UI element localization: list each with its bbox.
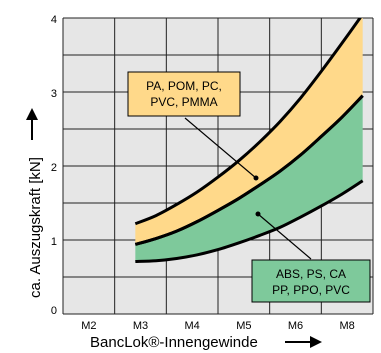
annotation-box-1 <box>251 259 371 303</box>
series-areas <box>135 18 363 262</box>
x-tick-label: M8 <box>340 320 355 332</box>
series-area-1 <box>135 95 363 262</box>
series-curves <box>134 18 364 263</box>
series-annotations: PA, POM, PC, PVC, PMMA ABS, PS, CA PP, PPO,… <box>127 71 371 303</box>
x-axis-arrowhead-icon <box>310 336 322 348</box>
y-axis-label: ca. Auszugskraft [kN] <box>27 157 44 298</box>
y-tick-label: 1 <box>51 236 57 248</box>
x-tick-label: M4 <box>185 320 200 332</box>
y-tick-labels: 0 1 2 3 4 <box>51 14 57 317</box>
x-tick-label: M3 <box>133 320 148 332</box>
x-tick-labels: M2 M3 M4 M5 M6 M8 <box>81 320 355 332</box>
annotation-leader-1 <box>257 213 312 260</box>
x-axis-label: BancLok®-Innengewinde <box>90 334 258 351</box>
annotation-box-0 <box>127 71 241 117</box>
x-tick-label: M6 <box>288 320 303 332</box>
y-axis-arrowhead-icon <box>26 108 38 120</box>
annotation-dot-1 <box>255 211 261 217</box>
x-tick-label: M2 <box>81 320 96 332</box>
y-tick-label: 2 <box>51 162 57 174</box>
annotation-label-0: PA, POM, PC, <box>146 79 222 93</box>
annotation-label-1: PP, PPO, PVC <box>272 283 350 297</box>
annotation-leader-0 <box>184 117 257 179</box>
series-area-0 <box>135 18 363 245</box>
annotation-label-1: ABS, PS, CA <box>276 267 346 281</box>
series-upper-curve-0 <box>134 18 362 226</box>
x-tick-label: M5 <box>236 320 251 332</box>
y-tick-label: 3 <box>51 88 57 100</box>
annotation-dot-0 <box>253 175 259 181</box>
series-upper-curve-1 <box>134 94 364 246</box>
y-tick-label: 0 <box>51 305 57 317</box>
annotation-label-0: PVC, PMMA <box>150 95 217 109</box>
y-tick-label: 4 <box>51 14 57 26</box>
series-lower-curve-1 <box>135 179 364 263</box>
